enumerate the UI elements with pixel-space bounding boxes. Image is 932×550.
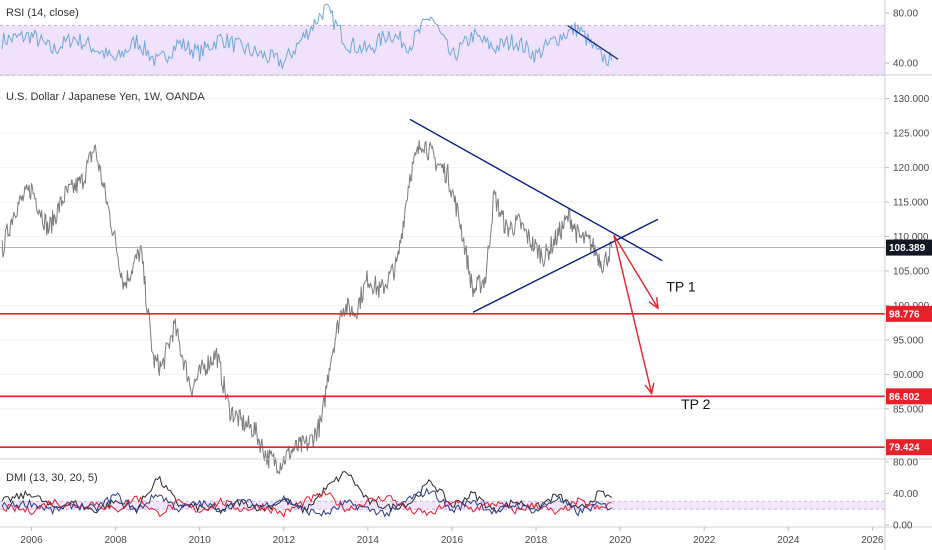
x-tick-label: 2026	[861, 535, 884, 546]
triangle-lower-line[interactable]	[472, 218, 659, 313]
dmi-tick-label: 0.00	[893, 521, 913, 532]
x-tick-label: 2012	[273, 535, 296, 546]
rsi-band	[0, 25, 885, 76]
x-axis: 2006 2008 2010 2012 2014 2016 2018 2020 2022 2024…	[20, 527, 884, 546]
price-tick-label: 85.000	[893, 404, 924, 415]
target-arrowhead-2	[644, 382, 655, 396]
level-tag	[886, 439, 932, 456]
target-label-2: TP 2	[681, 396, 711, 412]
price-pane[interactable]: TP 1 TP 2 U.S. Dollar / Japanese Yen, 1W,…	[0, 91, 885, 475]
target-arrow-2[interactable]	[613, 234, 653, 394]
x-tick-label: 2016	[441, 535, 464, 546]
price-line	[1, 140, 613, 475]
dmi-tick-label: 40.00	[893, 489, 918, 500]
dmi-lines	[1, 470, 613, 518]
price-title: U.S. Dollar / Japanese Yen, 1W, OANDA	[6, 91, 205, 103]
price-tick-label: 115.000	[893, 198, 929, 209]
price-tick-label: 125.000	[893, 129, 930, 140]
triangle-upper-line[interactable]	[409, 118, 663, 262]
dmi-pane[interactable]: DMI (13, 30, 20, 5)	[0, 470, 885, 518]
level-tag	[886, 388, 932, 405]
rsi-pane[interactable]: RSI (14, close)	[0, 3, 885, 76]
x-tick-label: 2008	[104, 535, 127, 546]
price-tick-label: 105.000	[893, 266, 930, 277]
target-arrowhead-1	[648, 297, 659, 310]
x-tick-label: 2006	[20, 535, 43, 546]
rsi-line	[1, 3, 613, 69]
rsi-tick-label: 40.00	[893, 59, 918, 70]
price-tick-label: 90.000	[893, 370, 924, 381]
dmi-tick-label: 80.00	[893, 458, 918, 469]
target-arrow-1[interactable]	[613, 234, 659, 309]
x-tick-label: 2020	[609, 535, 632, 546]
level-tag	[886, 305, 932, 322]
dmi-title: DMI (13, 30, 20, 5)	[6, 472, 98, 484]
rsi-lines	[1, 3, 619, 69]
price-tick-label: 110.000	[893, 232, 929, 243]
x-tick-label: 2014	[357, 535, 380, 546]
x-tick-label: 2010	[189, 535, 212, 546]
x-tick-label: 2018	[525, 535, 548, 546]
dmi-band	[0, 501, 885, 510]
dmi-series-3	[1, 487, 613, 518]
current-price-tag	[886, 239, 932, 256]
rsi-trendline[interactable]	[567, 24, 619, 60]
price-tick-label: 120.000	[893, 163, 930, 174]
rsi-title: RSI (14, close)	[6, 7, 79, 19]
price-tags: 108.389 98.776 86.802 79.424	[886, 239, 932, 456]
rsi-tick-label: 80.00	[893, 9, 918, 20]
price-tick-label: 130.000	[893, 94, 930, 105]
level-tag-label: 79.424	[889, 443, 920, 454]
x-tick-label: 2022	[693, 535, 716, 546]
target-label-1: TP 1	[666, 279, 696, 295]
price-grid	[0, 98, 885, 410]
current-price-tag-label: 108.389	[889, 243, 926, 254]
price-lines: TP 1 TP 2	[0, 118, 885, 475]
level-tag-label: 86.802	[889, 392, 920, 403]
dmi-series-2	[1, 489, 612, 518]
level-tag-label: 98.776	[889, 309, 920, 320]
x-tick-label: 2024	[777, 535, 800, 546]
price-tick-label: 95.000	[893, 335, 924, 346]
